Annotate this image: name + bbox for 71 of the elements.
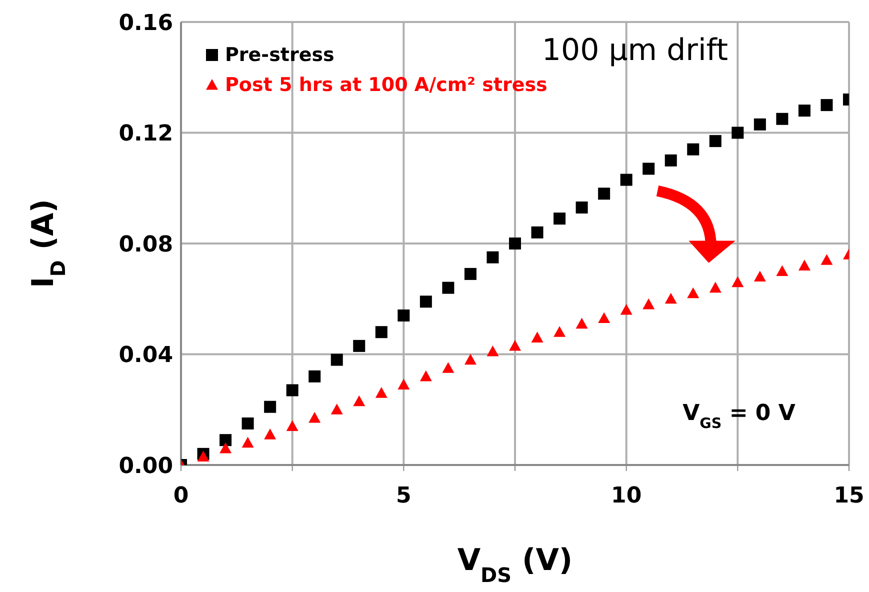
point bbox=[664, 292, 677, 304]
point bbox=[732, 126, 744, 139]
annotation: 100 µm drift bbox=[542, 33, 728, 68]
point bbox=[754, 118, 766, 130]
y-tick-label: 0.08 bbox=[118, 232, 173, 258]
x-tick-label: 10 bbox=[611, 484, 642, 509]
point bbox=[375, 326, 388, 338]
point bbox=[442, 362, 454, 373]
point bbox=[598, 312, 610, 324]
point bbox=[776, 112, 788, 125]
point bbox=[776, 265, 788, 276]
point bbox=[420, 370, 432, 382]
point bbox=[709, 135, 722, 148]
point bbox=[286, 420, 298, 432]
y-tick-label: 0.04 bbox=[118, 343, 173, 368]
point bbox=[664, 154, 677, 166]
point bbox=[642, 162, 655, 175]
y-tick-label: 0.12 bbox=[118, 122, 173, 147]
point bbox=[798, 104, 810, 117]
point bbox=[264, 428, 276, 440]
point bbox=[554, 212, 566, 225]
annotation: V$_{GS}$ = 0 V bbox=[682, 401, 796, 432]
point bbox=[330, 354, 343, 366]
point bbox=[620, 304, 632, 315]
point bbox=[308, 412, 321, 423]
point bbox=[264, 400, 276, 413]
point bbox=[308, 370, 321, 382]
point bbox=[420, 296, 432, 308]
point bbox=[732, 276, 744, 288]
point bbox=[709, 282, 722, 293]
point bbox=[464, 268, 476, 280]
point bbox=[242, 417, 254, 430]
point bbox=[576, 202, 588, 214]
x-tick-label: 5 bbox=[396, 484, 412, 509]
point bbox=[398, 378, 410, 390]
point bbox=[330, 404, 343, 414]
point bbox=[242, 436, 254, 448]
point bbox=[353, 340, 366, 352]
legend-label: Pre-stress bbox=[225, 44, 334, 66]
point bbox=[486, 251, 499, 264]
point bbox=[554, 326, 566, 337]
point bbox=[398, 309, 410, 322]
y-tick-label: 0.00 bbox=[118, 454, 173, 479]
y-tick-label: 0.16 bbox=[118, 10, 173, 36]
point bbox=[687, 143, 700, 156]
point bbox=[486, 345, 499, 356]
point bbox=[754, 270, 766, 282]
point bbox=[620, 174, 632, 186]
point bbox=[197, 450, 210, 462]
point bbox=[464, 354, 476, 365]
point bbox=[531, 332, 544, 342]
point bbox=[531, 226, 544, 238]
point bbox=[687, 287, 700, 298]
point bbox=[220, 434, 232, 446]
x-tick-label: 15 bbox=[834, 484, 864, 509]
point bbox=[598, 188, 610, 200]
x-tick-label: 0 bbox=[173, 484, 189, 509]
point bbox=[820, 99, 833, 112]
point bbox=[576, 318, 588, 329]
point bbox=[642, 298, 655, 310]
point bbox=[820, 254, 833, 265]
point bbox=[375, 387, 388, 398]
point bbox=[509, 238, 521, 250]
legend-label: Post 5 hrs at 100 A/cm² stress bbox=[225, 74, 548, 96]
point bbox=[353, 395, 366, 406]
point bbox=[286, 384, 298, 396]
point bbox=[798, 260, 810, 270]
point bbox=[509, 340, 521, 351]
point bbox=[442, 282, 454, 294]
x-axis-title: V$_{DS}$ (V) bbox=[457, 543, 573, 587]
point bbox=[220, 442, 232, 454]
